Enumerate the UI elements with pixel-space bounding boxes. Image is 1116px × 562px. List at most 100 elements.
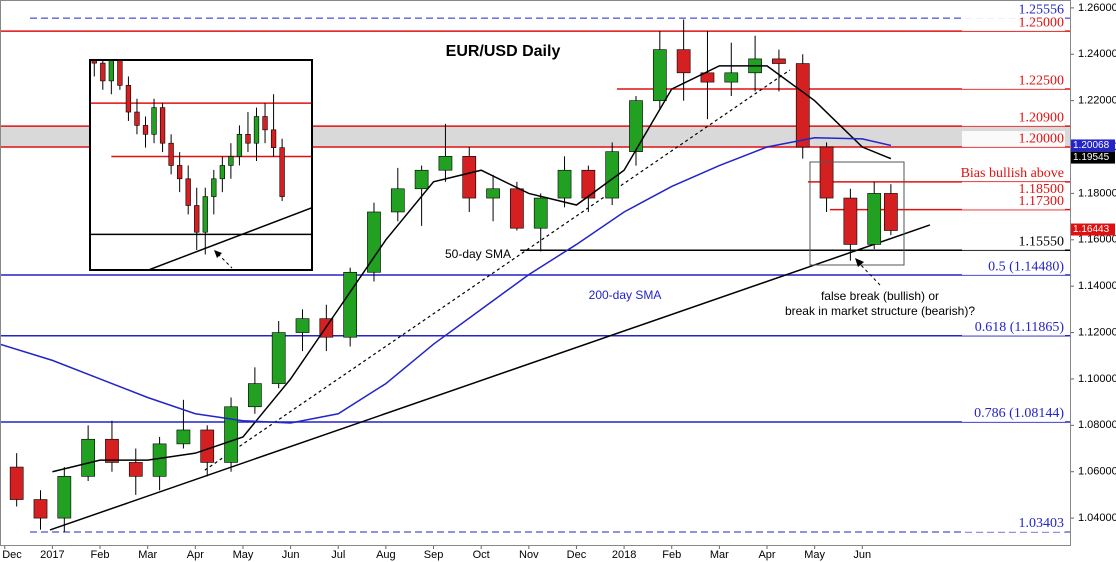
x-tick-label: Jun — [282, 549, 300, 561]
plot-area — [90, 60, 312, 270]
x-tick-label: Aug — [376, 549, 396, 561]
level-label-bg — [962, 2, 1065, 19]
candle-body — [33, 499, 48, 519]
y-tick-label: 1.16000 — [1078, 234, 1116, 246]
candle-body — [228, 156, 234, 166]
level-label: 1.20900 — [1019, 110, 1065, 125]
price-badge — [1071, 223, 1115, 236]
price-badge-label: 1.20068 — [1073, 140, 1110, 151]
trendline — [146, 207, 312, 270]
price-badge — [1071, 151, 1115, 164]
level-label-bg — [962, 193, 1065, 210]
candle-body — [700, 72, 715, 83]
candle-body — [219, 165, 225, 180]
candle-body — [843, 197, 858, 245]
candle-body — [245, 134, 251, 144]
candle-body — [248, 383, 262, 408]
annotation: false break (bullish) or — [821, 289, 939, 303]
trendline — [49, 224, 931, 531]
candle-body — [438, 156, 453, 171]
candle-body — [367, 211, 381, 273]
candle-body — [105, 438, 119, 463]
candle-body — [295, 318, 310, 333]
candle-body — [462, 156, 477, 199]
level-label-bg — [962, 259, 1065, 276]
x-tick-label: May — [233, 549, 254, 561]
annotation: break in market structure (bearish)? — [785, 304, 975, 318]
candle-body — [168, 142, 174, 166]
plot-frame — [0, 0, 1071, 546]
x-tick-label: Feb — [91, 549, 110, 561]
x-tick-label: Feb — [662, 549, 681, 561]
level-label-bg — [962, 405, 1065, 422]
plot-area — [0, 17, 1070, 533]
candle-body — [128, 462, 143, 477]
level-label-bg — [962, 131, 1065, 148]
candle-body — [57, 476, 72, 519]
x-tick-label: Oct — [473, 549, 490, 561]
level-label-bg — [962, 73, 1065, 90]
x-tick-label: Apr — [758, 549, 775, 561]
candle-body — [343, 271, 358, 338]
level-label: 1.25556 — [1019, 2, 1065, 17]
candle-body — [117, 60, 123, 86]
candle-body — [81, 438, 95, 477]
y-tick-label: 1.14000 — [1078, 280, 1116, 292]
candle-body — [819, 146, 834, 199]
level-note: Bias bullish above — [961, 166, 1064, 181]
x-tick-label: Jun — [853, 549, 871, 561]
y-tick-label: 1.24000 — [1078, 48, 1116, 60]
level-label: 0.618 (1.11865) — [975, 320, 1065, 335]
inset-plot — [90, 60, 312, 270]
level-label: 1.22500 — [1019, 73, 1065, 88]
candle-body — [125, 85, 132, 113]
zoom-box — [809, 161, 905, 266]
candle-body — [236, 134, 243, 157]
x-tick-label: Mar — [710, 549, 729, 561]
candle-body — [724, 72, 739, 83]
candle-body — [159, 107, 166, 144]
level-label-bg — [962, 319, 1065, 336]
x-tick-label: Sep — [424, 549, 444, 561]
level-label-bg — [962, 234, 1065, 251]
candle-body — [557, 169, 572, 199]
price-badge-label: 1.19545 — [1073, 152, 1110, 163]
candle-body — [9, 466, 24, 500]
level-label-bg — [962, 15, 1065, 32]
candle-body — [151, 107, 157, 135]
candle-body — [152, 443, 167, 477]
x-tick-label: Mar — [138, 549, 157, 561]
candle-body — [262, 116, 268, 131]
candle-body — [176, 429, 191, 445]
candle-body — [142, 125, 149, 135]
x-tick-label: 2018 — [612, 549, 636, 561]
level-label: 0.5 (1.14480) — [988, 259, 1064, 274]
candle-body — [100, 62, 106, 82]
candle-body — [581, 169, 596, 199]
x-tick-label: Nov — [519, 549, 539, 561]
candle-body — [177, 165, 183, 180]
y-tick-label: 1.12000 — [1078, 326, 1116, 338]
x-tick-label: Jul — [331, 549, 345, 561]
candle-body — [194, 205, 200, 233]
level-label: 1.15550 — [1019, 234, 1065, 249]
chart-title: EUR/USD Daily — [446, 43, 561, 60]
x-tick-label: 2017 — [40, 549, 64, 561]
candle-body — [652, 49, 667, 101]
candle-body — [772, 58, 786, 64]
candle-body — [414, 169, 429, 190]
price-badge-label: 1.16443 — [1073, 224, 1110, 235]
candle-body — [185, 178, 191, 206]
y-tick-label: 1.04000 — [1078, 512, 1116, 524]
y-tick-label: 1.08000 — [1078, 419, 1116, 431]
candle-body — [867, 193, 882, 245]
arrow-head — [855, 258, 864, 267]
candle-body — [676, 49, 691, 74]
level-label: 1.25000 — [1019, 15, 1065, 30]
candle-body — [486, 188, 500, 199]
inset-background — [90, 60, 312, 270]
sma-line — [52, 65, 892, 473]
series-label: 200-day SMA — [589, 288, 662, 302]
price-badge — [1071, 139, 1115, 152]
